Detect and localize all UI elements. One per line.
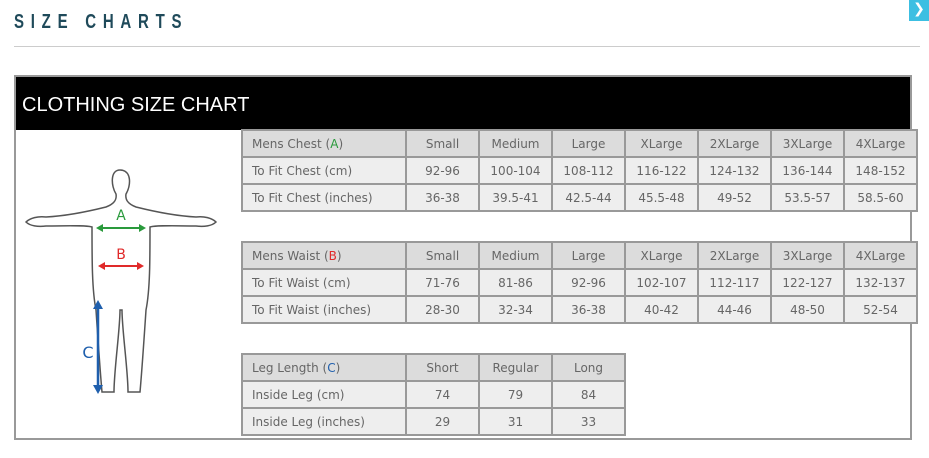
table-row: To Fit Waist (inches) 28-30 32-34 36-38 40-4…	[241, 295, 918, 324]
chart-heading: CLOTHING SIZE CHART	[16, 77, 910, 130]
divider	[14, 46, 920, 47]
size-value: 48-50	[770, 295, 845, 324]
row-header-label: Leg Length (C)	[241, 353, 407, 382]
size-value: 33	[551, 407, 626, 436]
size-column-header: Medium	[478, 129, 553, 158]
size-value: 40-42	[624, 295, 699, 324]
size-table-mens-chest: Mens Chest (A) Small Medium Large XLarge 2XLa…	[241, 129, 918, 212]
size-value: 44-46	[697, 295, 772, 324]
size-value: 92-96	[405, 156, 480, 185]
label-b: B	[116, 247, 126, 263]
measure-marker: A	[330, 136, 339, 151]
size-column-header: Large	[551, 241, 626, 270]
size-column-header: Small	[405, 129, 480, 158]
size-value: 148-152	[843, 156, 918, 185]
measure-marker: C	[327, 360, 336, 375]
size-column-header: Medium	[478, 241, 553, 270]
body-outline-icon: A B C	[24, 169, 218, 394]
size-column-header: Regular	[478, 353, 553, 382]
table-row: To Fit Waist (cm) 71-76 81-86 92-96 102-107 1…	[241, 268, 918, 297]
size-value: 116-122	[624, 156, 699, 185]
label-c: C	[82, 343, 93, 362]
size-value: 32-34	[478, 295, 553, 324]
size-value: 29	[405, 407, 480, 436]
size-column-header: XLarge	[624, 129, 699, 158]
size-value: 28-30	[405, 295, 480, 324]
table-row: Inside Leg (cm) 74 79 84	[241, 380, 626, 409]
table-row: To Fit Chest (inches) 36-38 39.5-41 42.5-44…	[241, 183, 918, 212]
size-value: 132-137	[843, 268, 918, 297]
table-header-row: Mens Chest (A) Small Medium Large XLarge 2XLa…	[241, 129, 918, 158]
table-row: Inside Leg (inches) 29 31 33	[241, 407, 626, 436]
close-button[interactable]: ❯	[909, 0, 929, 21]
table-row: To Fit Chest (cm) 92-96 100-104 108-112 116-…	[241, 156, 918, 185]
size-value: 49-52	[697, 183, 772, 212]
row-label: To Fit Chest (inches)	[241, 183, 407, 212]
size-value: 81-86	[478, 268, 553, 297]
size-value: 36-38	[551, 295, 626, 324]
row-label: Inside Leg (cm)	[241, 380, 407, 409]
size-column-header: 2XLarge	[697, 241, 772, 270]
leg-arrow-icon	[93, 300, 103, 394]
size-value: 108-112	[551, 156, 626, 185]
row-label: To Fit Chest (cm)	[241, 156, 407, 185]
size-value: 52-54	[843, 295, 918, 324]
size-value: 136-144	[770, 156, 845, 185]
size-value: 36-38	[405, 183, 480, 212]
size-value: 84	[551, 380, 626, 409]
size-value: 45.5-48	[624, 183, 699, 212]
size-value: 92-96	[551, 268, 626, 297]
size-value: 112-117	[697, 268, 772, 297]
size-value: 74	[405, 380, 480, 409]
size-column-header: Large	[551, 129, 626, 158]
size-value: 58.5-60	[843, 183, 918, 212]
table-header-row: Leg Length (C) Short Regular Long	[241, 353, 626, 382]
size-column-header: 3XLarge	[770, 241, 845, 270]
size-column-header: XLarge	[624, 241, 699, 270]
size-column-header: 4XLarge	[843, 129, 918, 158]
page-title: SIZE CHARTS	[14, 11, 189, 33]
size-value: 124-132	[697, 156, 772, 185]
measure-marker: B	[328, 248, 337, 263]
waist-arrow-icon	[98, 262, 144, 270]
size-value: 42.5-44	[551, 183, 626, 212]
size-value: 53.5-57	[770, 183, 845, 212]
size-value: 102-107	[624, 268, 699, 297]
size-value: 79	[478, 380, 553, 409]
body-figure: A B C	[16, 130, 242, 440]
row-header-label: Mens Chest (A)	[241, 129, 407, 158]
row-label: To Fit Waist (inches)	[241, 295, 407, 324]
label-a: A	[116, 208, 126, 224]
size-column-header: Small	[405, 241, 480, 270]
table-header-row: Mens Waist (B) Small Medium Large XLarge 2XLa…	[241, 241, 918, 270]
size-value: 122-127	[770, 268, 845, 297]
size-column-header: 3XLarge	[770, 129, 845, 158]
chevron-right-icon: ❯	[913, 1, 925, 17]
size-column-header: 2XLarge	[697, 129, 772, 158]
size-column-header: Long	[551, 353, 626, 382]
size-value: 39.5-41	[478, 183, 553, 212]
size-column-header: Short	[405, 353, 480, 382]
size-table-mens-waist: Mens Waist (B) Small Medium Large XLarge 2XLa…	[241, 241, 918, 324]
size-value: 71-76	[405, 268, 480, 297]
row-header-label: Mens Waist (B)	[241, 241, 407, 270]
size-chart: CLOTHING SIZE CHART A B C Mens Chest (A)…	[14, 75, 918, 440]
row-label: Inside Leg (inches)	[241, 407, 407, 436]
row-label: To Fit Waist (cm)	[241, 268, 407, 297]
size-column-header: 4XLarge	[843, 241, 918, 270]
chest-arrow-icon	[96, 224, 146, 232]
size-value: 100-104	[478, 156, 553, 185]
size-table-leg-length: Leg Length (C) Short Regular Long Inside Leg…	[241, 353, 626, 436]
size-value: 31	[478, 407, 553, 436]
